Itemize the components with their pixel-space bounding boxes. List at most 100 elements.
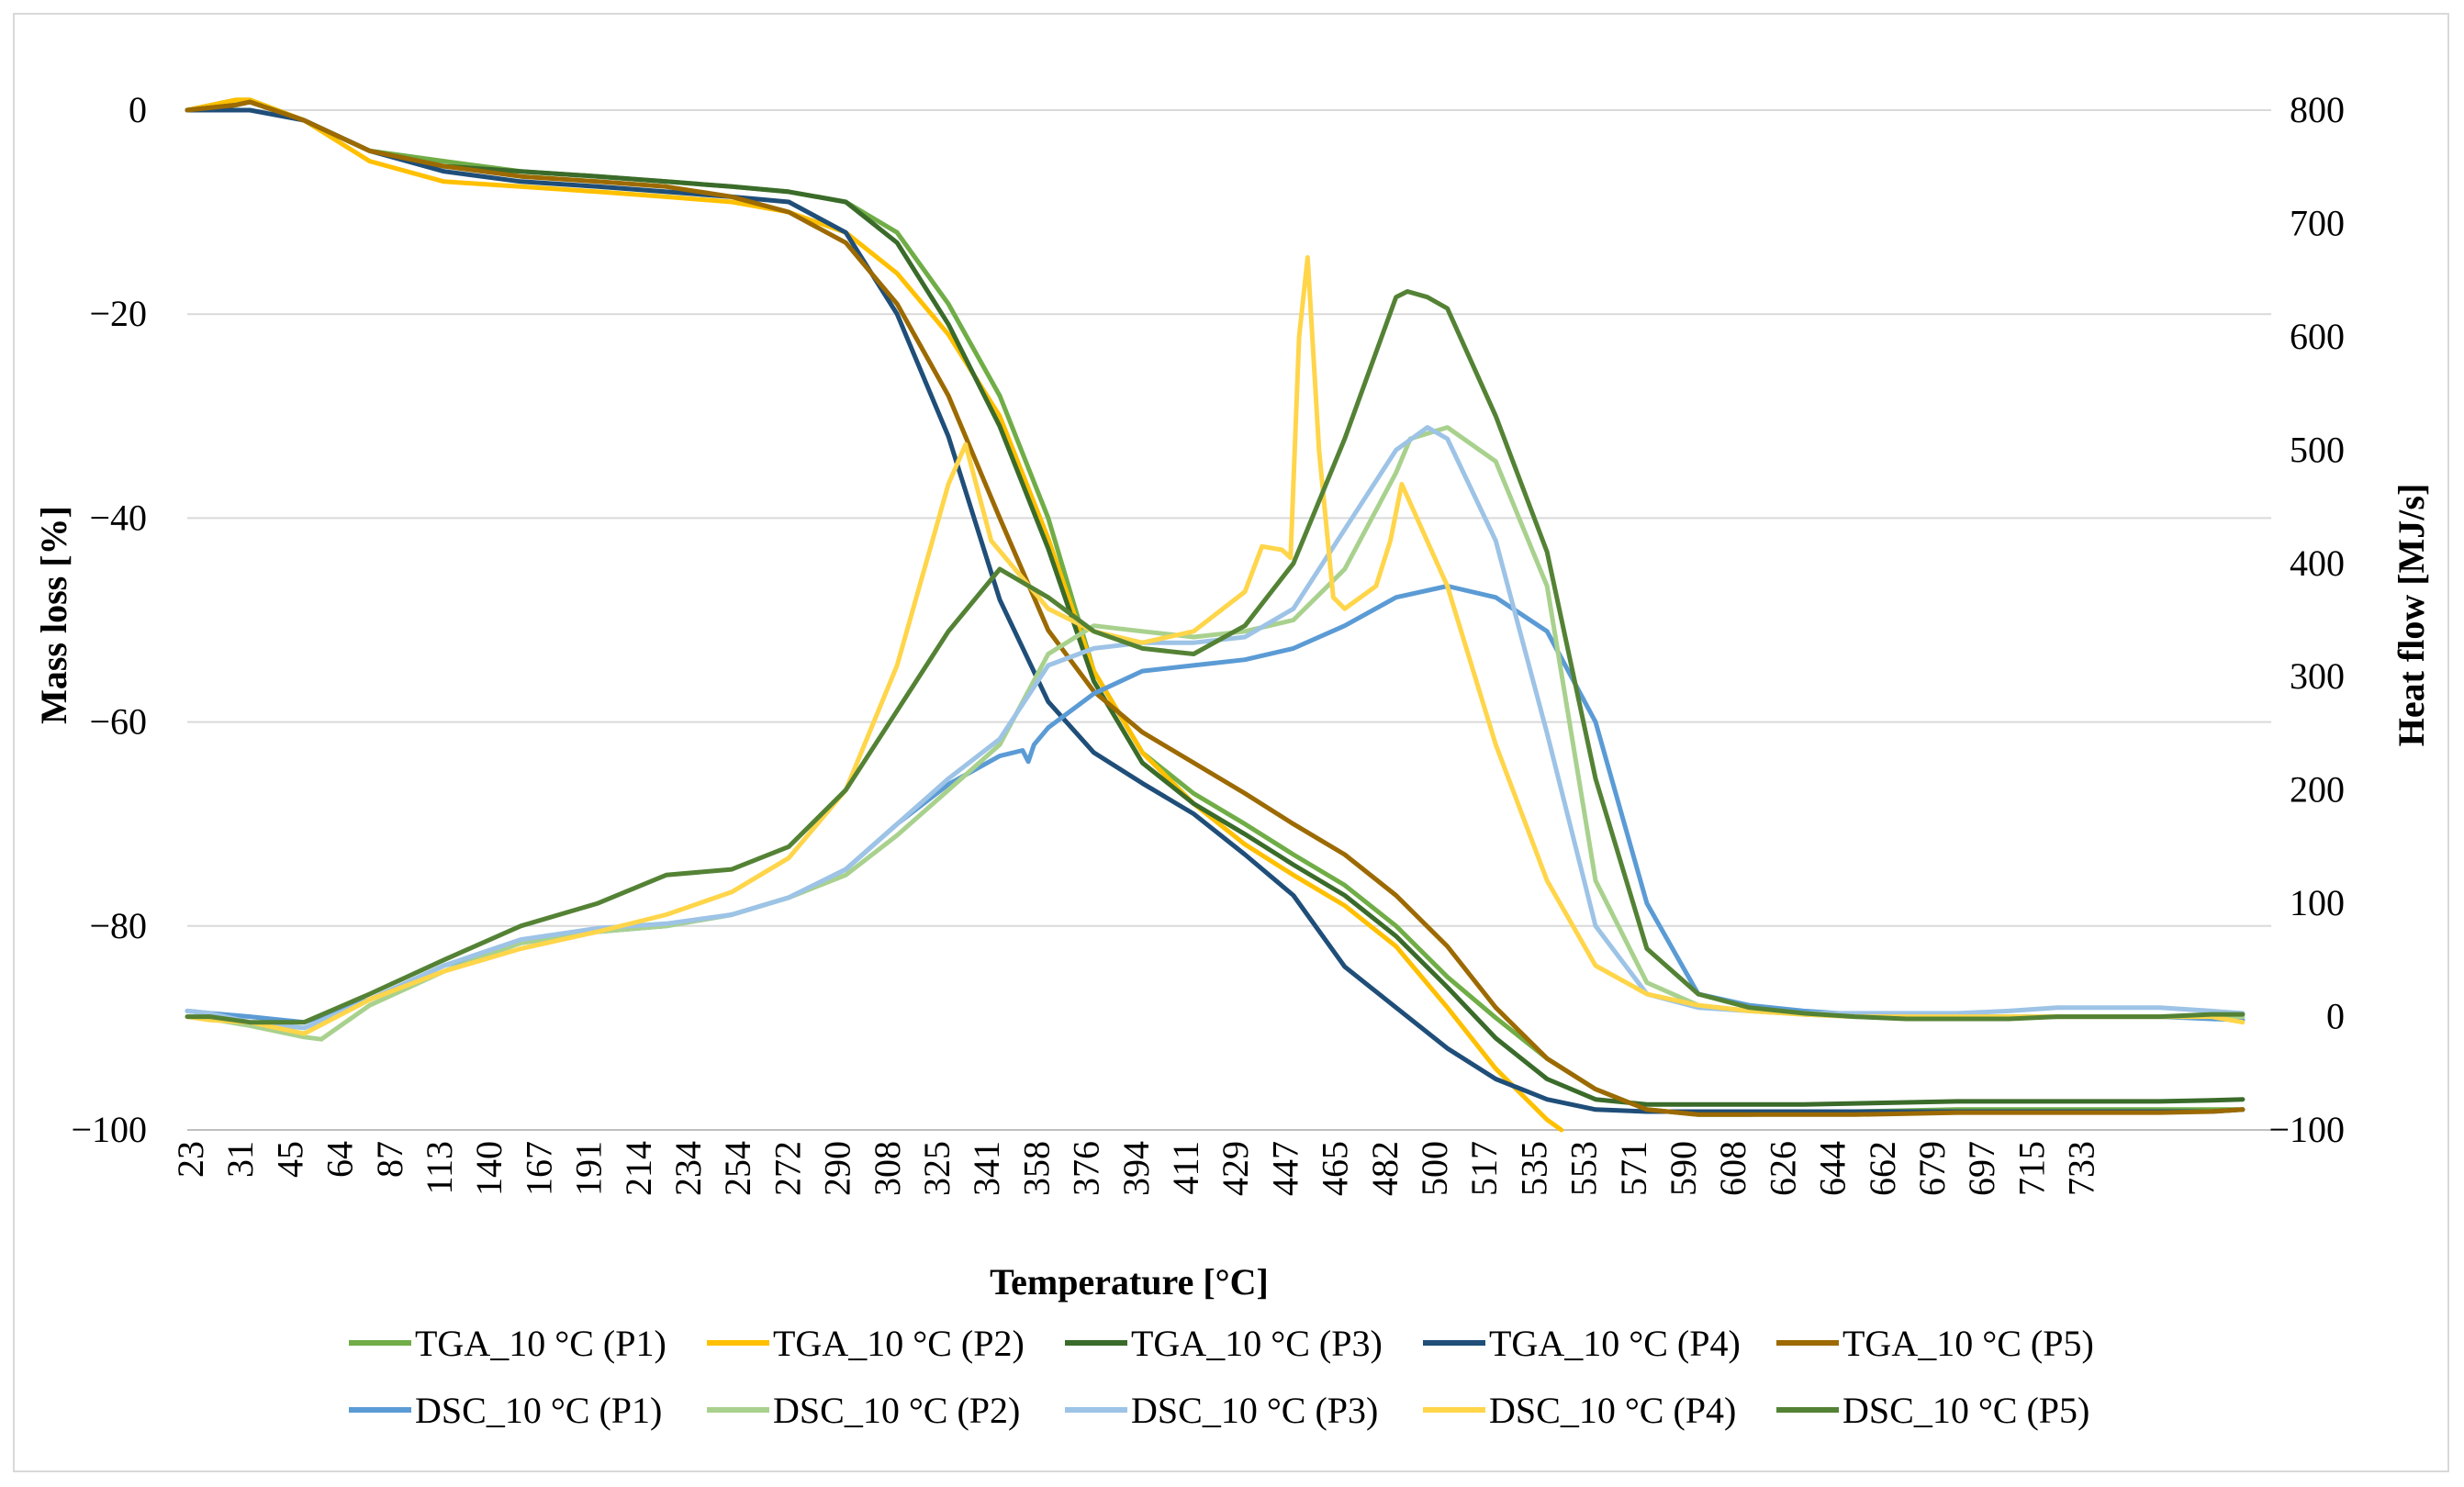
y-tick-label: −20 (89, 293, 147, 334)
series-line-2 (185, 97, 1564, 1133)
x-tick-label: 45 (269, 1141, 310, 1178)
x-tick-label: 325 (916, 1141, 958, 1196)
legend-label: DSC_10 °C (P4) (1489, 1390, 1736, 1431)
x-tick-label: 167 (518, 1141, 559, 1196)
x-tick-label: 429 (1215, 1141, 1256, 1196)
x-tick-label: 535 (1513, 1141, 1554, 1196)
x-tick: 429 (1215, 1141, 1256, 1196)
x-tick-label: 571 (1613, 1141, 1654, 1196)
y2-tick-label: 0 (2326, 996, 2345, 1037)
x-tick: 358 (1015, 1141, 1057, 1196)
x-tick: 234 (667, 1141, 709, 1196)
x-tick-label: 140 (468, 1141, 510, 1196)
legend-label: TGA_10 °C (P3) (1131, 1323, 1383, 1364)
series-line-9 (185, 255, 2246, 1036)
series-line-5 (185, 99, 2246, 1117)
y2-tick-label: 600 (2290, 316, 2345, 357)
x-tick: 482 (1364, 1141, 1406, 1196)
x-tick: 571 (1613, 1141, 1654, 1196)
x-tick-label: 465 (1315, 1141, 1356, 1196)
x-tick-label: 626 (1762, 1141, 1803, 1196)
x-tick: 394 (1115, 1141, 1157, 1196)
x-tick: 23 (170, 1141, 211, 1178)
x-tick: 553 (1563, 1141, 1605, 1196)
x-tick: 662 (1862, 1141, 1903, 1196)
x-tick: 254 (717, 1141, 758, 1196)
tick-layer: 0 −20 −40 −60 −80 −100 800 700 600 500 400 300 200 10… (71, 89, 2345, 1196)
y-tick-label: −80 (89, 905, 147, 946)
x-tick-label: 308 (867, 1141, 908, 1196)
x-tick-label: 733 (2061, 1141, 2102, 1196)
y-tick-label: −40 (89, 497, 147, 538)
x-tick-label: 715 (2010, 1141, 2052, 1196)
x-tick: 64 (319, 1141, 361, 1178)
x-tick: 733 (2061, 1141, 2102, 1196)
x-tick-label: 214 (618, 1141, 659, 1196)
x-tick-label: 64 (319, 1141, 361, 1178)
y2-tick-label: 700 (2290, 202, 2345, 243)
x-tick: 325 (916, 1141, 958, 1196)
legend-label: TGA_10 °C (P4) (1489, 1323, 1741, 1364)
x-tick: 500 (1414, 1141, 1455, 1196)
x-tick: 679 (1911, 1141, 1953, 1196)
y2-tick-label: 500 (2290, 429, 2345, 470)
x-tick: 626 (1762, 1141, 1803, 1196)
y2-axis-title: Heat flow [MJ/s] (2391, 484, 2432, 747)
x-tick: 167 (518, 1141, 559, 1196)
x-tick: 644 (1812, 1141, 1854, 1196)
series-line-8 (185, 425, 2246, 1031)
x-tick: 465 (1315, 1141, 1356, 1196)
x-tick-label: 23 (170, 1141, 211, 1178)
x-tick: 341 (966, 1141, 1007, 1196)
x-tick-label: 254 (717, 1141, 758, 1196)
x-axis-title: Temperature [°C] (990, 1261, 1269, 1303)
y2-tick-label: 800 (2290, 89, 2345, 130)
x-tick-label: 113 (419, 1141, 460, 1195)
legend-label: DSC_10 °C (P2) (773, 1390, 1020, 1431)
x-tick-label: 272 (767, 1141, 808, 1196)
series-line-10 (185, 289, 2246, 1025)
x-tick: 45 (269, 1141, 310, 1178)
x-tick-label: 358 (1015, 1141, 1057, 1196)
legend-label: DSC_10 °C (P1) (415, 1390, 662, 1431)
x-tick: 290 (817, 1141, 858, 1196)
x-tick-label: 31 (219, 1141, 261, 1178)
x-tick: 608 (1712, 1141, 1753, 1196)
x-tick: 376 (1066, 1141, 1107, 1196)
x-tick-label: 411 (1165, 1141, 1206, 1195)
series-line-4 (185, 107, 2246, 1114)
x-tick-label: 553 (1563, 1141, 1605, 1196)
y2-tick-label: 300 (2290, 655, 2345, 697)
x-tick-label: 590 (1663, 1141, 1704, 1196)
y2-tick-label: 200 (2290, 769, 2345, 811)
x-tick: 447 (1264, 1141, 1305, 1196)
series-layer (185, 97, 2246, 1133)
grid-layer (187, 109, 2271, 1131)
x-tick: 140 (468, 1141, 510, 1196)
x-tick-label: 234 (667, 1141, 709, 1196)
x-tick-label: 608 (1712, 1141, 1753, 1196)
x-tick: 517 (1463, 1141, 1505, 1196)
x-tick: 535 (1513, 1141, 1554, 1196)
x-tick: 590 (1663, 1141, 1704, 1196)
y2-tick-label: 100 (2290, 882, 2345, 923)
x-tick: 715 (2010, 1141, 2052, 1196)
x-tick: 697 (1961, 1141, 2002, 1196)
series-line-1 (185, 97, 2246, 1117)
legend-label: TGA_10 °C (P5) (1842, 1323, 2094, 1364)
x-tick: 31 (219, 1141, 261, 1178)
x-tick-label: 697 (1961, 1141, 2002, 1196)
x-tick: 191 (568, 1141, 610, 1196)
legend-label: TGA_10 °C (P2) (773, 1323, 1025, 1364)
x-tick-label: 644 (1812, 1141, 1854, 1196)
x-tick: 272 (767, 1141, 808, 1196)
x-tick-label: 482 (1364, 1141, 1406, 1196)
series-line-3 (185, 99, 2246, 1107)
x-tick: 113 (419, 1141, 460, 1195)
x-tick-label: 447 (1264, 1141, 1305, 1196)
y-tick-label: −100 (71, 1109, 147, 1150)
y2-tick-label: −100 (2268, 1109, 2345, 1150)
x-tick-label: 376 (1066, 1141, 1107, 1196)
y-tick-label: 0 (129, 89, 147, 130)
